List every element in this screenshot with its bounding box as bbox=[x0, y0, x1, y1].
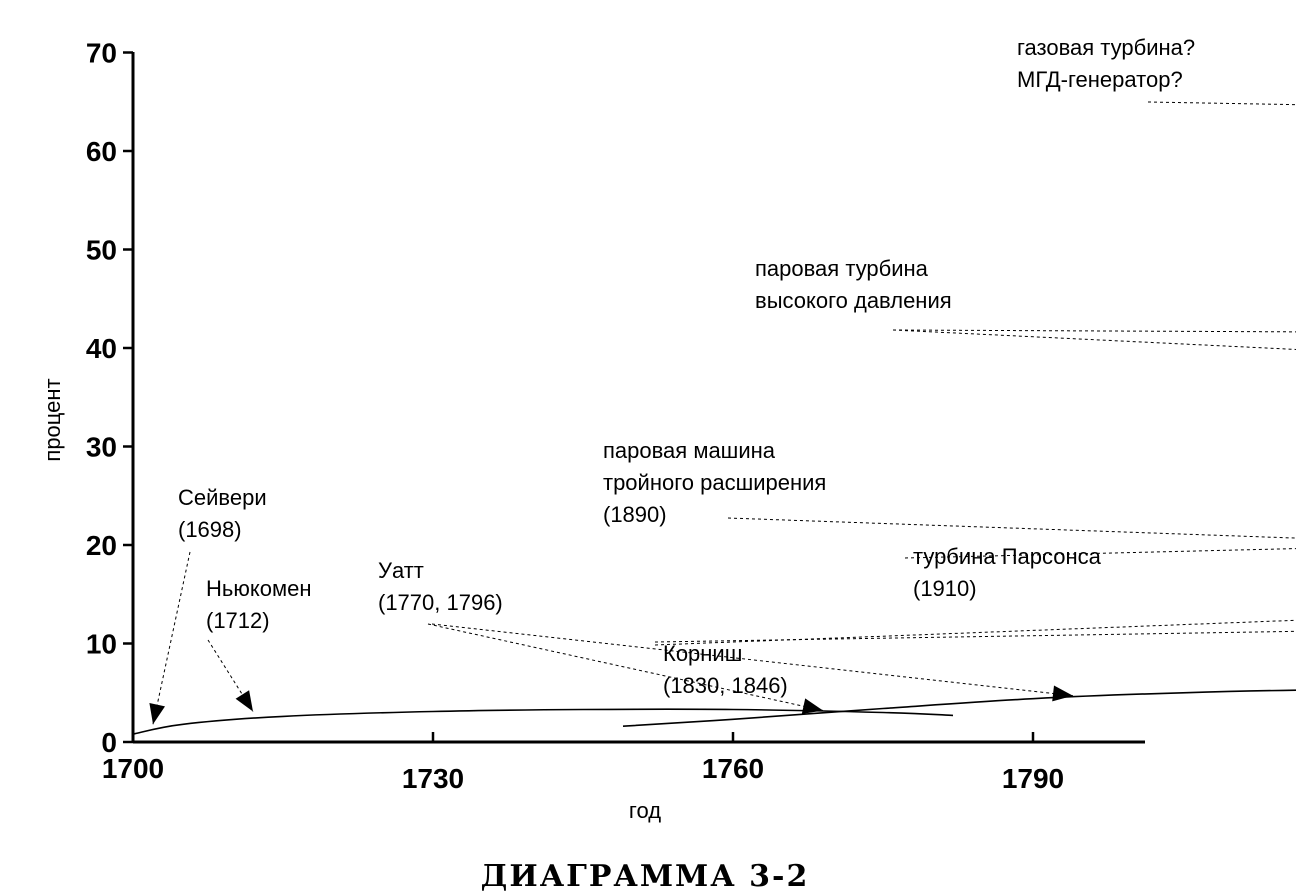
arrow-head-icon bbox=[235, 690, 253, 712]
annotation-label-line: Ньюкомен bbox=[206, 576, 311, 601]
annotation-pointer-line bbox=[427, 623, 824, 711]
annotation-6: турбина Парсонса (1910) bbox=[904, 544, 1296, 601]
y-tick-label: 30 bbox=[86, 432, 117, 463]
annotation-label-line: (1712) bbox=[206, 608, 270, 633]
y-tick-label: 0 bbox=[101, 727, 117, 758]
x-tick-label: 1730 bbox=[402, 763, 464, 794]
annotation-label-line: Уатт bbox=[378, 558, 424, 583]
efficiency-curve-2 bbox=[622, 689, 1296, 727]
annotation-pointer-line bbox=[727, 517, 1296, 539]
annotation-5: паровая машина тройного расширения (1890) bbox=[603, 438, 1296, 539]
annotation-pointer-line bbox=[207, 639, 254, 712]
chart-curves bbox=[132, 689, 1296, 735]
annotation-label-line: тройного расширения bbox=[603, 470, 826, 495]
annotation-1: Сейвери (1698) bbox=[149, 485, 267, 725]
y-tick-label: 50 bbox=[86, 235, 117, 266]
annotation-pointer-line bbox=[892, 329, 1296, 350]
annotation-pointer-line bbox=[1147, 101, 1296, 106]
annotation-2: Ньюкомен (1712) bbox=[206, 576, 311, 712]
annotation-pointer-line bbox=[892, 329, 1296, 333]
annotation-pointer-line bbox=[654, 619, 1296, 646]
y-ticks: 0 10 20 30 40 50 60 70 bbox=[86, 38, 133, 758]
y-tick-label: 20 bbox=[86, 530, 117, 561]
x-tick-label: 1700 bbox=[102, 753, 164, 784]
annotation-label-line: (1698) bbox=[178, 517, 242, 542]
x-ticks: 1700173017601790182018501880191019401970… bbox=[102, 732, 1064, 794]
annotation-label-line: Корниш bbox=[663, 641, 742, 666]
annotation-label-line: (1890) bbox=[603, 502, 667, 527]
annotation-label-line: паровая машина bbox=[603, 438, 776, 463]
annotation-label-line: (1830, 1846) bbox=[663, 673, 788, 698]
x-tick-label: 1760 bbox=[702, 753, 764, 784]
annotation-label-line: (1910) bbox=[913, 576, 977, 601]
annotation-label-line: высокого давления bbox=[755, 288, 952, 313]
chart-axes bbox=[131, 52, 1145, 744]
x-tick-label: 1790 bbox=[1002, 763, 1064, 794]
annotation-pointer-line bbox=[152, 551, 191, 725]
annotation-label-line: МГД-генератор? bbox=[1017, 67, 1183, 92]
x-axis-title: год bbox=[629, 798, 661, 823]
annotation-3: Уатт (1770, 1796) bbox=[378, 558, 1074, 714]
arrow-head-icon bbox=[801, 698, 823, 714]
y-tick-label: 10 bbox=[86, 629, 117, 660]
annotations: Сейвери (1698) Ньюкомен (1712) Уатт (1770, 17… bbox=[149, 35, 1296, 725]
y-tick-label: 60 bbox=[86, 136, 117, 167]
annotation-label-line: паровая турбина bbox=[755, 256, 929, 281]
diagram-caption: ДИАГРАММА 3-2 bbox=[481, 859, 810, 894]
y-tick-label: 70 bbox=[86, 38, 117, 69]
annotation-label-line: газовая турбина? bbox=[1017, 35, 1195, 60]
annotation-pointer-line bbox=[654, 630, 1296, 643]
annotation-label-line: (1770, 1796) bbox=[378, 590, 503, 615]
annotation-4: Корниш (1830, 1846) bbox=[654, 619, 1296, 698]
y-axis-title: процент bbox=[40, 378, 65, 461]
arrow-head-icon bbox=[149, 703, 165, 725]
annotation-8: газовая турбина? МГД-генератор? bbox=[1017, 35, 1296, 106]
arrow-head-icon bbox=[1052, 685, 1073, 702]
annotation-label-line: Сейвери bbox=[178, 485, 267, 510]
annotation-7: паровая турбина высокого давления bbox=[755, 256, 1296, 350]
y-tick-label: 40 bbox=[86, 333, 117, 364]
annotation-label-line: турбина Парсонса bbox=[913, 544, 1102, 569]
